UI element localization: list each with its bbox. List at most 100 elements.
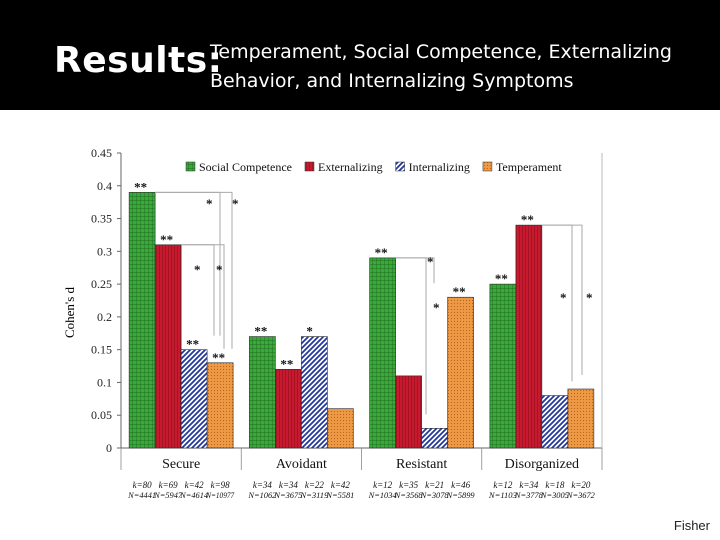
y-tick-label: 0.3: [97, 244, 112, 258]
sample-k-label: k=80: [133, 480, 153, 490]
comparison-bracket: [155, 191, 233, 349]
sample-k-label: k=21: [425, 480, 444, 490]
legend-swatch-1: [304, 161, 315, 172]
y-tick-label: 0: [106, 441, 112, 455]
y-tick-label: 0.2: [97, 310, 112, 324]
bar-externalizing-1: [275, 369, 302, 449]
bar-internalizing-0: [180, 349, 208, 449]
bar-internalizing-1: [301, 336, 328, 449]
y-tick-label: 0.35: [91, 212, 112, 226]
significance-marker: **: [160, 232, 173, 247]
bar-externalizing-2: [395, 375, 422, 449]
bar-social-competence-3: [489, 283, 517, 449]
legend-entry-0: Social Competence: [199, 160, 292, 174]
legend-entry-1: Externalizing: [318, 160, 383, 174]
bar-temperament-1: [327, 408, 354, 449]
sample-n-label: N=1062: [247, 491, 276, 500]
legend-swatch-2: [395, 161, 405, 172]
sample-k-label: k=22: [305, 480, 325, 490]
sample-n-label: N=3005: [540, 491, 569, 500]
bracket-significance-marker: *: [194, 262, 201, 277]
sample-n-label: N=5899: [446, 491, 475, 500]
legend-swatch-0: [185, 161, 196, 172]
sample-n-label: N=3119: [299, 491, 328, 500]
bar-social-competence-1: [249, 336, 276, 449]
bracket-significance-marker: *: [586, 290, 593, 305]
sample-k-label: k=35: [399, 480, 419, 490]
significance-marker: **: [254, 324, 267, 339]
significance-marker: **: [134, 179, 147, 194]
bracket-significance-marker: *: [433, 300, 440, 315]
bar-internalizing-2: [421, 428, 448, 449]
comparison-bracket: [181, 244, 215, 336]
legend-entry-3: Temperament: [496, 160, 562, 174]
significance-marker: **: [375, 245, 388, 260]
y-axis-label: Cohen's d: [62, 286, 77, 338]
bar-temperament-3: [567, 388, 595, 449]
sample-k-label: k=34: [519, 480, 539, 490]
bar-temperament-0: [206, 362, 234, 449]
sample-k-label: k=46: [451, 480, 471, 490]
x-tick-label-secure: Secure: [162, 457, 200, 472]
sample-n-label: N=10977: [205, 491, 235, 500]
bar-externalizing-3: [515, 224, 543, 449]
author-credit: Fisher: [673, 518, 710, 533]
bar-internalizing-3: [541, 395, 569, 449]
significance-marker: *: [306, 324, 313, 339]
title-bar: Results: Temperament, Social Competence,…: [0, 0, 720, 110]
y-tick-label: 0.15: [91, 343, 112, 357]
comparison-bracket: [541, 224, 573, 382]
significance-marker: **: [280, 356, 293, 371]
legend-swatch-3: [482, 161, 493, 172]
bracket-significance-marker: *: [206, 196, 213, 211]
slide-title-line-2: Behavior, and Internalizing Symptoms: [210, 70, 574, 92]
bracket-significance-marker: *: [560, 290, 567, 305]
sample-k-label: k=34: [279, 480, 299, 490]
sample-k-label: k=42: [185, 480, 205, 490]
bar-social-competence-0: [128, 192, 156, 449]
bar-chart: Cohen's d 0 0.05 0.1 0.15 0.2 0.25 0.3 0.35 0.4 0.…: [62, 146, 603, 500]
comparison-bracket: [395, 257, 435, 284]
y-tick-label: 0.4: [97, 179, 112, 193]
sample-n-label: N=3568: [394, 491, 423, 500]
significance-marker: **: [495, 271, 508, 286]
sample-k-label: k=34: [253, 480, 273, 490]
comparison-bracket: [541, 224, 583, 375]
bracket-significance-marker: *: [216, 262, 223, 277]
significance-marker: **: [186, 337, 199, 352]
significance-marker: **: [521, 212, 534, 227]
bracket-significance-marker: *: [427, 254, 434, 269]
legend-entry-2: Internalizing: [409, 160, 470, 174]
sample-n-label: N=5581: [325, 491, 354, 500]
y-tick-label: 0.45: [91, 146, 112, 160]
sample-n-label: N=5947: [153, 491, 183, 500]
sample-k-label: k=69: [159, 480, 179, 490]
x-tick-label-disorganized: Disorganized: [505, 457, 579, 472]
y-tick-label: 0.25: [91, 277, 112, 291]
sample-n-label: N=4614: [179, 491, 208, 500]
sample-n-label: N=3078: [420, 491, 449, 500]
bar-externalizing-0: [154, 244, 182, 449]
x-tick-label-resistant: Resistant: [396, 457, 447, 472]
y-tick-label: 0.1: [97, 375, 112, 389]
sample-n-label: N=1103: [488, 491, 517, 500]
significance-marker: **: [453, 284, 466, 299]
sample-k-label: k=98: [211, 480, 231, 490]
sample-k-label: k=12: [493, 480, 513, 490]
y-tick-label: 0.05: [91, 408, 112, 422]
significance-marker: **: [212, 350, 225, 365]
bar-temperament-2: [447, 296, 474, 449]
sample-k-label: k=20: [571, 480, 591, 490]
sample-k-label: k=12: [373, 480, 393, 490]
comparison-bracket: [181, 244, 225, 349]
sample-k-label: k=18: [545, 480, 565, 490]
sample-n-label: N=1034: [368, 491, 397, 500]
sample-n-label: N=3778: [514, 491, 543, 500]
sample-n-label: N=4441: [127, 491, 156, 500]
bracket-significance-marker: *: [232, 196, 239, 211]
sample-n-label: N=3672: [566, 491, 595, 500]
bar-social-competence-2: [369, 257, 396, 449]
sample-k-label: k=42: [331, 480, 351, 490]
x-tick-label-avoidant: Avoidant: [276, 457, 327, 472]
results-label: Results:: [54, 40, 223, 81]
